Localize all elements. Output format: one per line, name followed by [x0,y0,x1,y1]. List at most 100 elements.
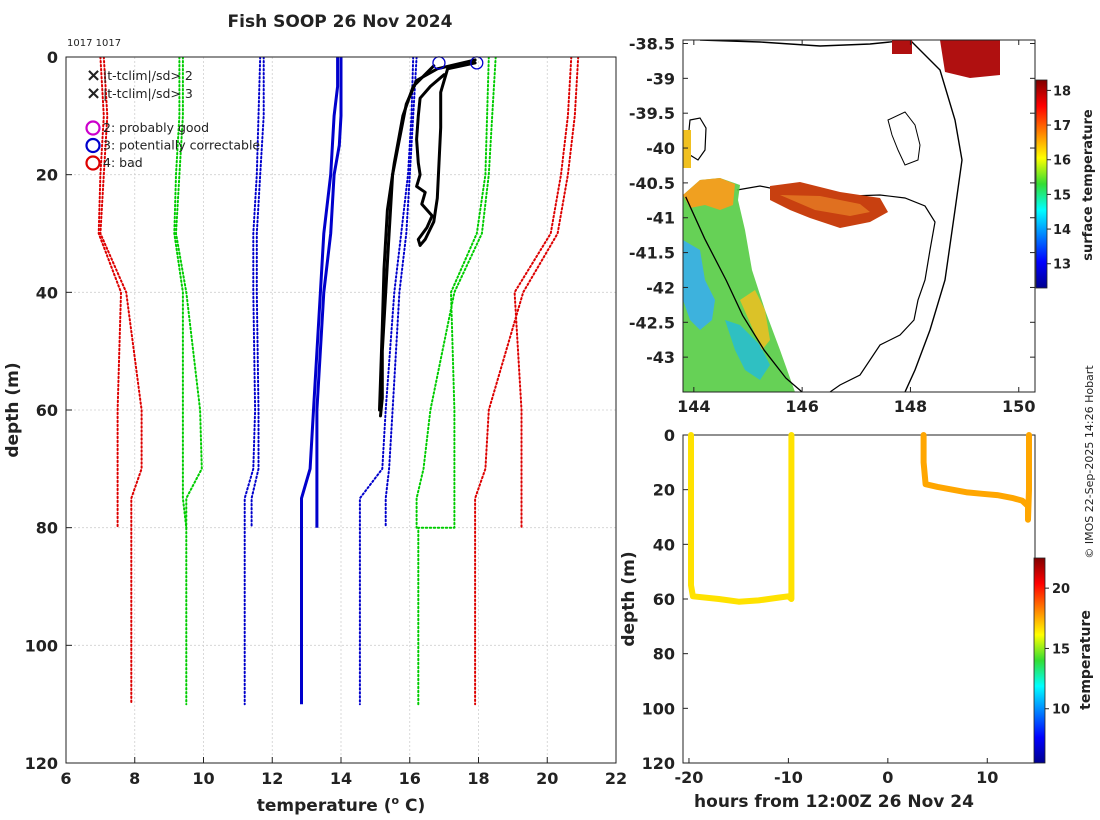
y-axis-label: depth (m) [3,362,23,457]
sst-colorbar-tick-label: 13 [1053,258,1071,273]
sst-map: surface temperature 144 146 148 150 -38.5 -39… [629,34,1096,416]
climatology-line [513,57,573,529]
section-x-tick-label: -10 [774,768,803,787]
x-tick-label: 18 [467,769,489,788]
map-y-tick-label: -42.5 [629,313,675,332]
map-content [683,40,1000,392]
temperature-profile-line [378,64,436,412]
map-y-tick-label: -39.5 [629,104,675,123]
sst-king-island-patch [683,130,691,168]
sst-colorbar-tick-label: 14 [1053,223,1071,238]
map-y-tick-label: -40 [646,139,675,158]
legend-cross-marker: × [86,83,101,104]
section-plot: temperature -20 -10 0 10020406080100120hour… [619,426,1094,812]
temperature-colorbar-tick-label: 15 [1052,642,1070,657]
profile-plot: 6 8 10 12 14 16 18 20 22 0 20 40 60 80 100 120 temperatu… [3,48,627,816]
sst-warm-patch-south [740,290,770,350]
section-y-tick-label: 120 [642,754,675,773]
y-tick-label: 20 [36,166,58,185]
coastline-east [699,40,963,392]
temperature-profile-line [415,73,446,247]
sst-cool-patch-west [683,240,715,330]
section-y-tick-label: 80 [653,645,675,664]
profile-frame [65,56,617,764]
section-y-tick-label: 0 [664,426,675,445]
x-tick-label: 16 [399,769,421,788]
climatology-line [358,57,415,706]
temperature-colorbar [1033,557,1046,764]
climatology-line [415,57,497,529]
section-x-tick-label: 0 [882,768,893,787]
climatology-line [175,57,203,529]
legend-label: |t-tclim|/sd> 3 [103,86,193,101]
temperature-colorbar-tick-label: 20 [1052,582,1070,597]
climatology-line [300,57,340,705]
y-tick-label: 80 [36,519,58,538]
flinders-island [887,111,921,166]
temperature-profile-line [418,61,477,247]
sst-colorbar-tick-label: 17 [1053,119,1071,134]
y-tick-label: 0 [47,48,58,67]
sst-north-coast-inner [780,195,870,216]
map-x-tick-label: 144 [677,397,710,416]
section-y-tick-label: 20 [653,481,675,500]
map-y-tick-label: -42 [646,278,675,297]
legend-label: |t-tclim|/sd> 2 [103,68,193,83]
section-x-tick-label: -20 [675,768,704,787]
map-x-tick-label: 150 [1002,397,1035,416]
climatology-line [243,57,262,706]
section-x-axis-label: hours from 12:00Z 26 Nov 24 [694,792,974,812]
section-y-tick-label: 60 [653,590,675,609]
legend-circle-marker [85,120,101,136]
section-x-tick-label: 10 [976,768,998,787]
section-y-tick-label: 100 [642,699,675,718]
climatology-line [384,57,418,529]
x-tick-label: 22 [605,769,627,788]
ship-track-line [685,196,803,392]
climatology-line [315,57,343,528]
temperature-colorbar-tick-label: 10 [1052,703,1070,718]
map-y-tick-label: -38.5 [629,34,675,53]
legend: × |t-tclim|/sd> 2× |t-tclim|/sd> 3 2: proba… [85,65,260,171]
temperature-colorbar-label: temperature [1078,610,1094,710]
credit-text: © IMOS 22-Sep-2025 14:26 Hobart [1083,365,1096,559]
legend-label: 3: potentially correctable [103,138,260,153]
climatology-line [474,57,580,706]
climatology-line [99,57,143,706]
map-y-tick-label: -43 [646,348,675,367]
map-y-tick-label: -41.5 [629,244,675,263]
sst-cool-patch-south [725,320,770,380]
map-y-tick-label: -39 [646,69,675,88]
section-temperature-trace [688,432,795,605]
profile-series [97,57,580,706]
sst-colorbar-label: surface temperature [1081,109,1096,261]
y-tick-label: 120 [25,754,58,773]
x-tick-label: 14 [330,769,352,788]
x-axis-label: temperature (o C) [257,794,426,816]
map-x-tick-label: 146 [785,397,818,416]
x-tick-label: 12 [261,769,283,788]
section-temperature-trace [920,432,1032,523]
legend-circle-marker [85,137,101,154]
x-tick-label: 10 [192,769,214,788]
legend-circle-marker [85,155,101,171]
y-tick-label: 40 [36,283,58,302]
x-tick-label: 20 [536,769,558,788]
climatology-line [250,57,265,529]
y-tick-label: 100 [25,636,58,655]
sst-warm-patch-north [683,178,735,210]
cast-ids: 1017 1017 [67,38,121,49]
map-x-tick-label: 148 [894,397,927,416]
figure-title: Fish SOOP 26 Nov 2024 [228,12,453,32]
sst-bass-strait-nw [892,40,912,54]
map-y-tick-label: -40.5 [629,174,675,193]
sst-bass-strait-ne [940,40,1000,78]
sst-colorbar [1035,79,1048,289]
x-tick-label: 8 [129,769,140,788]
sst-colorbar-tick-label: 18 [1053,84,1071,99]
x-tick-label: 6 [60,769,71,788]
climatology-line [417,57,490,706]
map-frame [682,39,1036,393]
climatology-line [173,57,188,706]
